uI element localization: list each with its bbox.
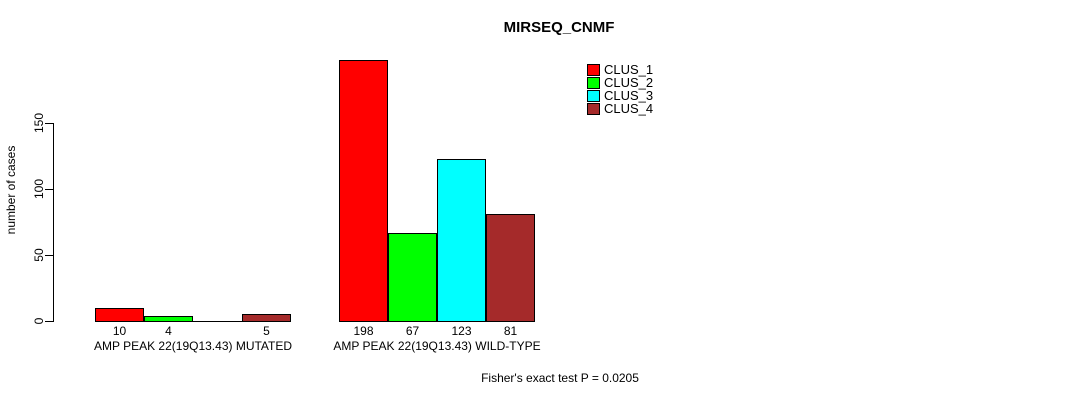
y-tick <box>45 123 53 124</box>
annotation-text: Fisher's exact test P = 0.0205 <box>481 371 639 385</box>
legend-swatch-clus_1 <box>587 64 600 76</box>
legend-label-clus_3: CLUS_3 <box>604 88 654 103</box>
y-tick <box>45 189 53 190</box>
bar-clus_2-group2 <box>388 233 437 322</box>
bar-value-label: 5 <box>263 324 270 338</box>
legend-swatch-clus_3 <box>587 90 600 102</box>
bar-clus_3-group2 <box>437 159 486 322</box>
bar-clus_4-group1 <box>242 314 291 322</box>
bar-value-label: 67 <box>405 324 420 338</box>
chart-title: MIRSEQ_CNMF <box>503 19 615 36</box>
legend-swatch-clus_4 <box>587 103 600 115</box>
bar-value-label: 10 <box>112 324 127 338</box>
legend-swatch-clus_2 <box>587 77 600 89</box>
legend-label-clus_4: CLUS_4 <box>604 101 654 116</box>
x-category-label: AMP PEAK 22(19Q13.43) MUTATED <box>93 339 293 353</box>
bar-value-label: 4 <box>165 324 172 338</box>
y-tick <box>45 321 53 322</box>
y-axis-line <box>53 123 54 322</box>
bar-clus_1-group1 <box>95 308 144 322</box>
bar-clus_1-group2 <box>339 60 388 322</box>
bar-clus_4-group2 <box>486 214 535 322</box>
legend-label-clus_1: CLUS_1 <box>604 62 654 77</box>
y-tick <box>45 255 53 256</box>
bar-value-label: 123 <box>451 324 472 338</box>
x-category-label: AMP PEAK 22(19Q13.43) WILD-TYPE <box>333 339 541 353</box>
bar-value-label: 198 <box>353 324 374 338</box>
legend-label-clus_2: CLUS_2 <box>604 75 654 90</box>
bar-clus_3-group1 <box>193 321 242 322</box>
bar-value-label: 81 <box>503 324 518 338</box>
bar-clus_2-group1 <box>144 316 193 322</box>
